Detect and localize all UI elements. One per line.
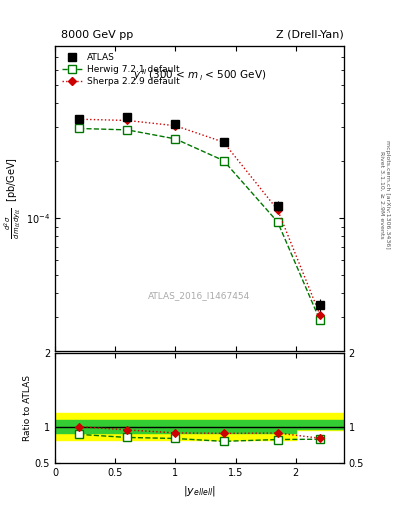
Text: $y^{\,ll}$ (300 < $m_{\,l}$ < 500 GeV): $y^{\,ll}$ (300 < $m_{\,l}$ < 500 GeV) [133, 68, 266, 83]
X-axis label: $|y_{\mathit{ellell}}|$: $|y_{\mathit{ellell}}|$ [183, 484, 216, 498]
Text: Z (Drell-Yan): Z (Drell-Yan) [276, 30, 344, 40]
Text: mcplots.cern.ch [arXiv:1306.3436]: mcplots.cern.ch [arXiv:1306.3436] [385, 140, 389, 249]
Y-axis label: Ratio to ATLAS: Ratio to ATLAS [23, 375, 32, 441]
Text: ATLAS_2016_I1467454: ATLAS_2016_I1467454 [148, 291, 251, 301]
Y-axis label: $\frac{d^2\sigma}{d\,m_{\ell\ell}\,dy_{\ell\ell}}$  [pb/GeV]: $\frac{d^2\sigma}{d\,m_{\ell\ell}\,dy_{\… [2, 157, 23, 240]
Text: Rivet 3.1.10, ≥ 2.9M events: Rivet 3.1.10, ≥ 2.9M events [380, 151, 384, 239]
Text: 8000 GeV pp: 8000 GeV pp [61, 30, 133, 40]
Legend: ATLAS, Herwig 7.2.1 default, Sherpa 2.2.9 default: ATLAS, Herwig 7.2.1 default, Sherpa 2.2.… [59, 51, 182, 89]
